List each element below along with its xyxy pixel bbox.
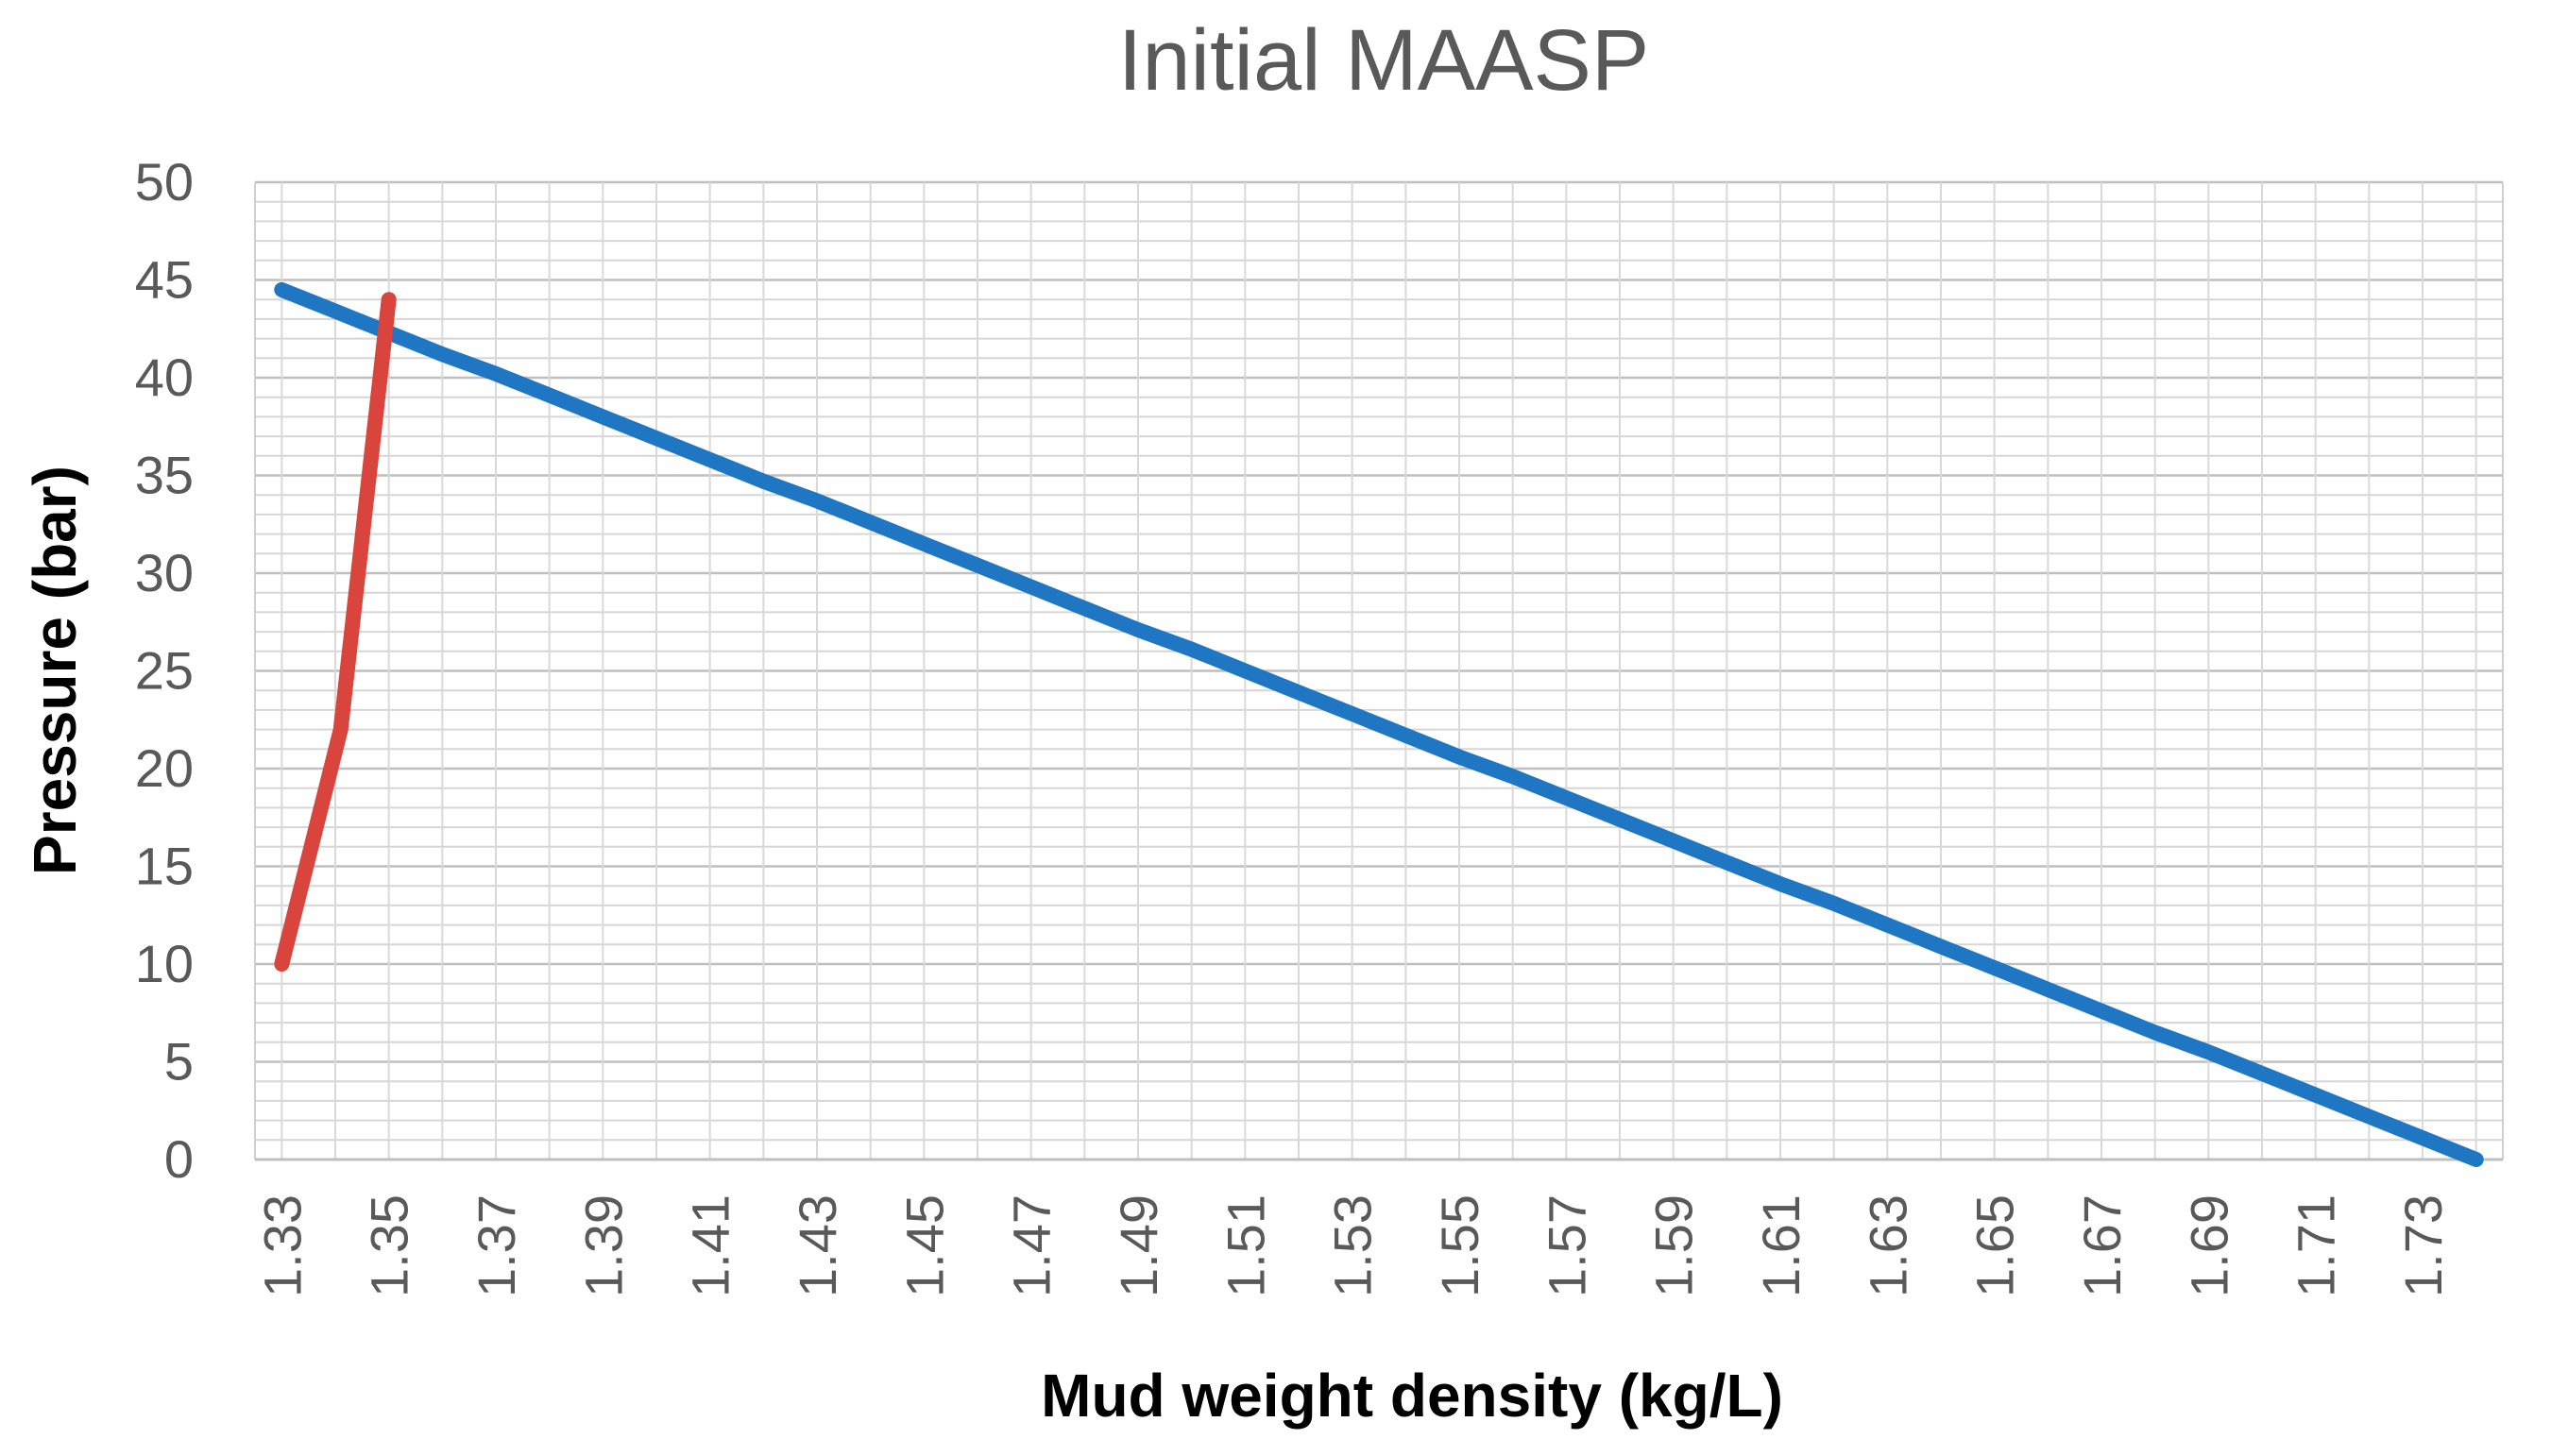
x-tick-label: 1.63	[1858, 1194, 1917, 1297]
x-tick-label: 1.53	[1323, 1194, 1383, 1297]
x-tick-labels: 1.33 1.35 1.37 1.39 1.41 1.43 1.45 1.47 1.49 1.51…	[252, 1194, 2453, 1297]
series	[274, 281, 2484, 1167]
y-tick-label: 30	[135, 543, 194, 602]
x-tick-label: 1.71	[2287, 1194, 2346, 1297]
series-line-formation-line	[274, 292, 397, 972]
x-tick-label: 1.59	[1644, 1194, 1704, 1297]
y-tick-label: 5	[164, 1032, 194, 1092]
y-tick-label: 0	[164, 1129, 194, 1189]
x-tick-label: 1.43	[788, 1194, 847, 1297]
x-tick-label: 1.67	[2072, 1194, 2132, 1297]
x-tick-label: 1.73	[2393, 1194, 2453, 1297]
y-tick-label: 50	[135, 152, 194, 212]
x-tick-label: 1.57	[1537, 1194, 1596, 1297]
x-tick-label: 1.61	[1751, 1194, 1811, 1297]
y-tick-label: 40	[135, 347, 194, 407]
x-tick-label: 1.33	[252, 1194, 312, 1297]
y-axis-title: Pressure (bar)	[21, 466, 89, 875]
x-axis-title: Mud weight density (kg/L)	[1041, 1362, 1783, 1430]
x-tick-label: 1.49	[1109, 1194, 1168, 1297]
x-tick-label: 1.51	[1216, 1194, 1275, 1297]
grid	[254, 180, 2504, 1161]
series-line-maasp	[274, 281, 2484, 1167]
x-tick-label: 1.65	[1965, 1194, 2025, 1297]
x-tick-label: 1.69	[2179, 1194, 2238, 1297]
x-tick-label: 1.47	[1002, 1194, 1062, 1297]
x-tick-label: 1.55	[1430, 1194, 1489, 1297]
x-tick-label: 1.41	[681, 1194, 740, 1297]
y-tick-label: 20	[135, 738, 194, 798]
y-tick-label: 15	[135, 837, 194, 896]
x-tick-label: 1.45	[894, 1194, 954, 1297]
y-tick-label: 10	[135, 934, 194, 993]
y-tick-label: 45	[135, 250, 194, 310]
x-tick-label: 1.35	[360, 1194, 419, 1297]
y-tick-label: 35	[135, 446, 194, 505]
x-tick-label: 1.39	[573, 1194, 633, 1297]
x-tick-label: 1.37	[467, 1194, 526, 1297]
chart-title: Initial MAASP	[1118, 12, 1649, 109]
y-tick-labels: 0 5 10 15 20 25 30 35 40 45 50	[135, 152, 194, 1189]
y-tick-label: 25	[135, 641, 194, 701]
